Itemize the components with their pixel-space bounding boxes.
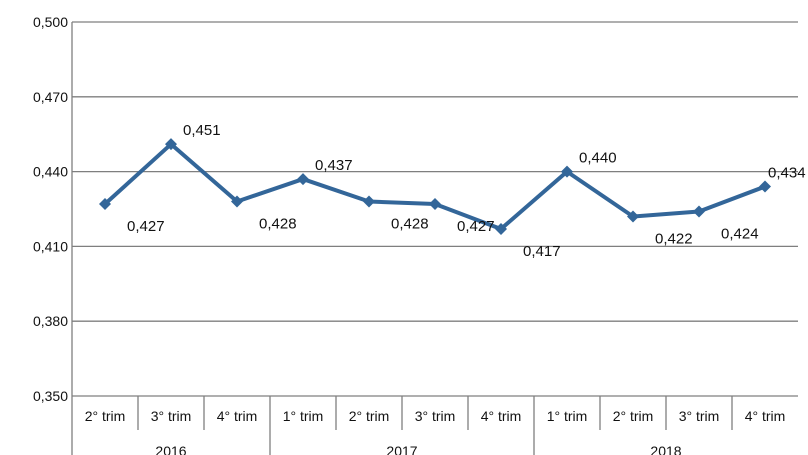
x-group-label: 2017 (386, 443, 417, 455)
data-point (363, 195, 375, 208)
data-point (429, 198, 441, 211)
y-tick-label: 0,440 (33, 164, 68, 180)
series-line-group (99, 138, 771, 235)
gridlines (72, 21, 798, 397)
data-label: 0,428 (259, 216, 297, 233)
y-tick-label: 0,350 (33, 388, 68, 404)
y-tick-label: 0,380 (33, 313, 68, 329)
y-tick-label: 0,410 (33, 238, 68, 254)
y-tick-label: 0,470 (33, 89, 68, 105)
data-label: 0,451 (183, 122, 221, 139)
x-tick-label: 3° trim (679, 408, 720, 424)
data-point (165, 138, 177, 151)
data-point (99, 198, 111, 211)
data-label: 0,417 (523, 243, 561, 260)
data-label: 0,428 (391, 216, 429, 233)
data-labels: 0,427 0,451 0,428 0,437 0,428 0,427 0,417 0,440… (127, 122, 806, 260)
y-tick-label: 0,500 (33, 14, 68, 30)
x-tick-label: 2° trim (85, 408, 126, 424)
data-label: 0,434 (768, 165, 806, 182)
x-tick-label: 4° trim (481, 408, 522, 424)
x-tick-label: 3° trim (415, 408, 456, 424)
data-label: 0,437 (315, 157, 353, 174)
x-group-label: 2018 (650, 443, 681, 455)
x-tick-label: 4° trim (217, 408, 258, 424)
data-label: 0,440 (579, 150, 617, 167)
data-label: 0,424 (721, 225, 759, 242)
data-point (693, 205, 705, 218)
x-tick-label: 2° trim (349, 408, 390, 424)
data-point (231, 195, 243, 208)
data-point (759, 180, 771, 193)
data-label: 0,427 (127, 218, 165, 235)
data-point (297, 173, 309, 186)
x-tick-label: 3° trim (151, 408, 192, 424)
x-tick-label: 4° trim (745, 408, 786, 424)
data-point (561, 165, 573, 178)
data-point (495, 222, 507, 235)
data-label: 0,422 (655, 230, 693, 247)
x-axis: 2° trim 3° trim 4° trim 1° trim 2° trim 3° tr… (71, 22, 786, 455)
data-label: 0,427 (457, 218, 495, 235)
x-tick-label: 2° trim (613, 408, 654, 424)
series-line (103, 142, 766, 231)
x-group-label: 2016 (155, 443, 186, 455)
y-axis-ticks: 0,500 0,470 0,440 0,410 0,380 0,350 (33, 14, 68, 404)
x-tick-label: 1° trim (547, 408, 588, 424)
x-tick-label: 1° trim (283, 408, 324, 424)
data-point (627, 210, 639, 223)
